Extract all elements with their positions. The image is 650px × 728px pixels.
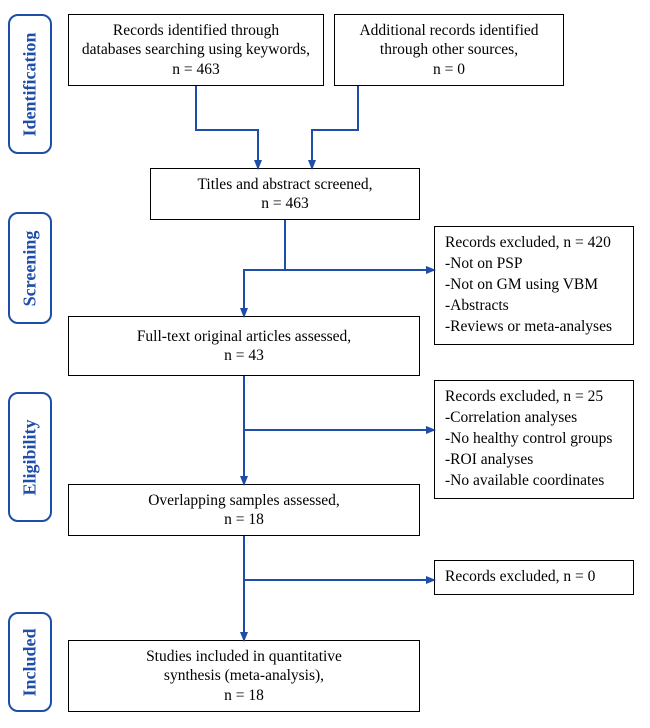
stage-label-text: Included (20, 628, 41, 696)
text-line: -Not on PSP (445, 254, 623, 275)
box-exclude-2: Records excluded, n = 25 -Correlation an… (434, 380, 634, 499)
text-line: databases searching using keywords, (82, 40, 310, 59)
text-line: -Correlation analyses (445, 408, 623, 429)
box-screened: Titles and abstract screened, n = 463 (150, 168, 420, 220)
text-line: n = 463 (172, 60, 220, 79)
text-line: Records excluded, n = 0 (445, 567, 623, 588)
text-line: -No healthy control groups (445, 429, 623, 450)
text-line: n = 18 (224, 686, 264, 705)
stage-label-text: Identification (20, 32, 41, 136)
text-line: -No available coordinates (445, 471, 623, 492)
box-exclude-3: Records excluded, n = 0 (434, 560, 634, 595)
text-line: Full-text original articles assessed, (137, 327, 351, 346)
text-line: n = 0 (433, 60, 465, 79)
text-line: -Abstracts (445, 296, 623, 317)
text-line: -Not on GM using VBM (445, 275, 623, 296)
stage-eligibility: Eligibility (8, 392, 52, 522)
stage-included: Included (8, 612, 52, 712)
box-exclude-1: Records excluded, n = 420 -Not on PSP -N… (434, 226, 634, 345)
text-line: n = 18 (224, 510, 264, 529)
text-line: -Reviews or meta-analyses (445, 317, 623, 338)
text-line: Records excluded, n = 25 (445, 387, 623, 408)
box-other-records: Additional records identified through ot… (334, 14, 564, 86)
stage-label-text: Screening (20, 230, 41, 306)
stage-label-text: Eligibility (20, 419, 41, 495)
text-line: Studies included in quantitative (146, 647, 342, 666)
box-fulltext: Full-text original articles assessed, n … (68, 316, 420, 376)
text-line: Additional records identified (359, 21, 538, 40)
text-line: Records excluded, n = 420 (445, 233, 623, 254)
text-line: Titles and abstract screened, (197, 175, 372, 194)
text-line: -ROI analyses (445, 450, 623, 471)
text-line: synthesis (meta-analysis), (164, 666, 324, 685)
stage-identification: Identification (8, 14, 52, 154)
text-line: n = 43 (224, 346, 264, 365)
box-overlapping: Overlapping samples assessed, n = 18 (68, 484, 420, 536)
stage-screening: Screening (8, 212, 52, 324)
box-final: Studies included in quantitative synthes… (68, 640, 420, 712)
text-line: Overlapping samples assessed, (148, 491, 340, 510)
text-line: n = 463 (261, 194, 309, 213)
text-line: through other sources, (380, 40, 518, 59)
text-line: Records identified through (113, 21, 279, 40)
box-db-records: Records identified through databases sea… (68, 14, 324, 86)
